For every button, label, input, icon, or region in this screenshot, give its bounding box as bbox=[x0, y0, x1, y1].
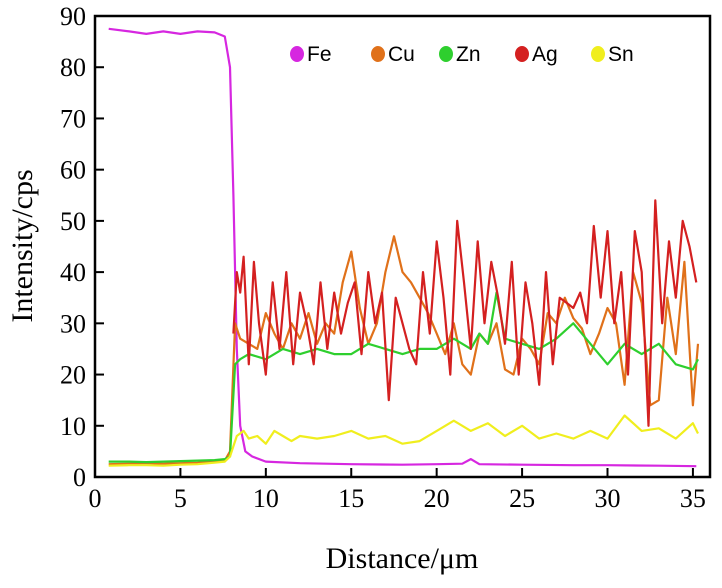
y-tick-label: 40 bbox=[60, 258, 86, 287]
legend-label: Sn bbox=[608, 43, 634, 66]
y-tick-label: 60 bbox=[60, 156, 86, 185]
x-tick-label: 25 bbox=[509, 484, 535, 513]
legend-label: Zn bbox=[456, 43, 481, 66]
legend-swatch bbox=[515, 46, 529, 62]
x-axis-title: Distance/μm bbox=[326, 542, 479, 575]
legend-item-sn: Sn bbox=[591, 43, 634, 66]
legend-item-ag: Ag bbox=[515, 43, 558, 66]
y-tick-label: 30 bbox=[60, 309, 86, 338]
y-tick-label: 20 bbox=[60, 361, 86, 390]
legend: Fe Cu Zn Ag Sn bbox=[290, 43, 634, 66]
x-tick-label: 15 bbox=[338, 484, 364, 513]
plot-frame bbox=[93, 14, 712, 479]
series-layer bbox=[108, 27, 700, 468]
y-tick-label: 90 bbox=[60, 2, 86, 31]
legend-label: Ag bbox=[532, 43, 558, 66]
x-tick-label: 5 bbox=[174, 484, 187, 513]
y-tick-label: 0 bbox=[73, 463, 86, 492]
x-tick-label: 35 bbox=[680, 484, 706, 513]
ticks-layer: 0 5 10 15 20 25 30 35 0 10 20 30 40 50 60 70 80 90 bbox=[60, 2, 706, 513]
legend-item-fe: Fe bbox=[290, 43, 332, 66]
x-tick-label: 20 bbox=[424, 484, 450, 513]
series-line-fe bbox=[108, 27, 697, 468]
legend-label: Fe bbox=[307, 43, 332, 66]
legend-swatch bbox=[290, 46, 304, 62]
legend-item-zn: Zn bbox=[439, 43, 481, 66]
legend-swatch bbox=[439, 46, 453, 62]
series-line-zn bbox=[108, 291, 699, 464]
x-tick-label: 0 bbox=[89, 484, 102, 513]
legend-item-cu: Cu bbox=[371, 43, 415, 66]
y-tick-label: 50 bbox=[60, 207, 86, 236]
x-tick-label: 30 bbox=[595, 484, 621, 513]
legend-swatch bbox=[371, 46, 385, 62]
y-tick-label: 70 bbox=[60, 104, 86, 133]
y-tick-label: 80 bbox=[60, 53, 86, 82]
y-axis-title: Intensity/cps bbox=[6, 169, 39, 322]
y-tick-label: 10 bbox=[60, 412, 86, 441]
legend-label: Cu bbox=[388, 43, 415, 66]
series-line-sn bbox=[108, 414, 699, 467]
legend-swatch bbox=[591, 46, 605, 62]
x-tick-label: 10 bbox=[253, 484, 279, 513]
series-line-ag bbox=[232, 199, 698, 427]
